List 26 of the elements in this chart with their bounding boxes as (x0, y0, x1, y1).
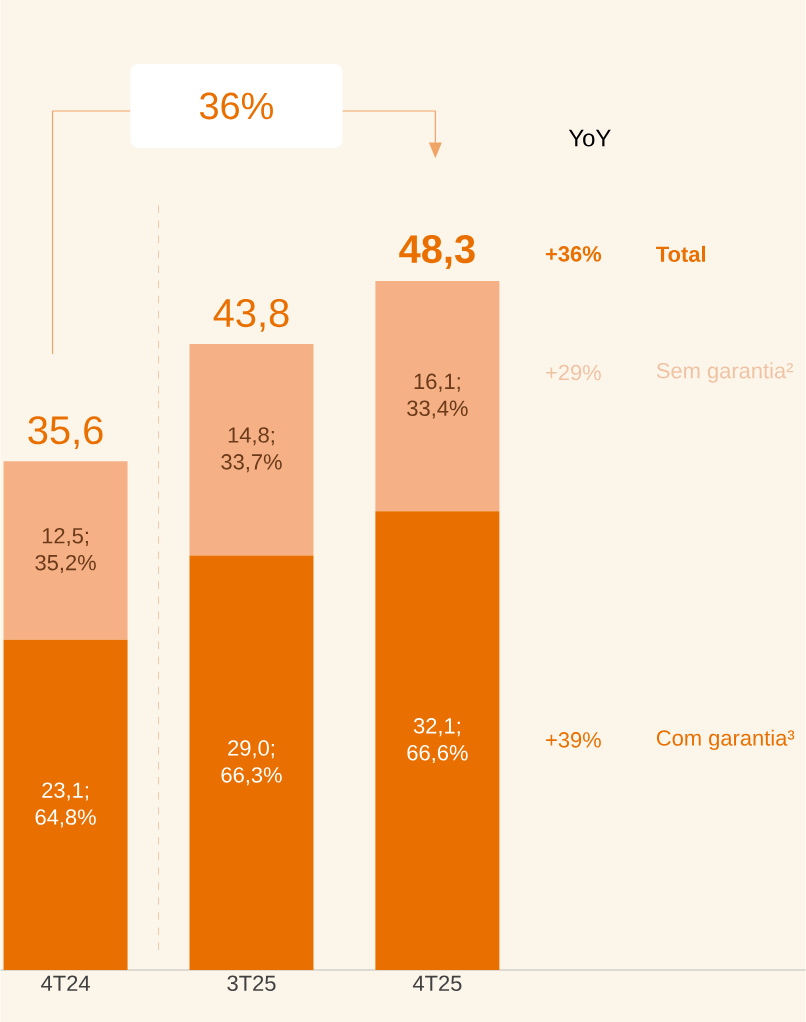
text: YoY (568, 129, 611, 147)
x-tick-label: 4T25 (412, 975, 462, 992)
bar (189, 343, 314, 556)
bar (375, 511, 500, 970)
text: +36% (545, 246, 602, 262)
data-label: 12,5; 35,2% (35, 527, 96, 573)
text: Total (656, 245, 706, 262)
bar (3, 461, 128, 640)
bar (189, 555, 314, 970)
bar (375, 281, 500, 512)
text: +29% (546, 364, 601, 381)
data-label: 16,1; 33,4% (407, 373, 468, 419)
total-label: 35,6 (28, 416, 103, 450)
total-label: 43,8 (213, 298, 289, 332)
x-tick-label: 3T25 (227, 975, 276, 992)
text: Sem garantia² (656, 362, 794, 383)
text: +39% (546, 732, 601, 748)
bar (3, 639, 128, 970)
data-label: 14,8; 33,7% (221, 427, 282, 473)
x-tick-label: 4T24 (41, 975, 90, 991)
text: 36% (199, 92, 273, 120)
data-label: 29,0; 66,3% (221, 740, 282, 786)
total-label: 48,3 (399, 234, 475, 269)
text: Com garantia³ (656, 729, 795, 751)
data-label: 23,1; 64,8% (35, 782, 96, 828)
data-label: 32,1; 66,6% (407, 718, 468, 764)
